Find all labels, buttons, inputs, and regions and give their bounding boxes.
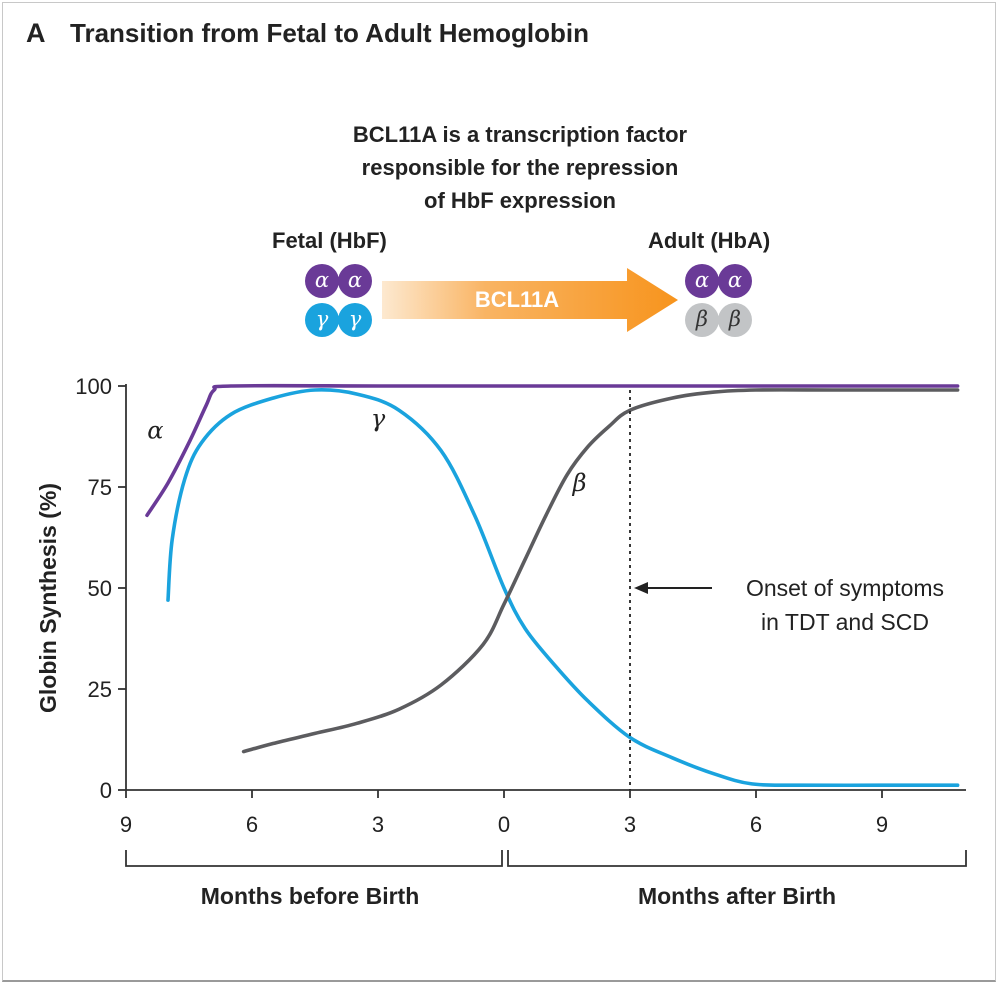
adult-label: Adult (HbA) — [648, 228, 771, 253]
x-tick-label: 3 — [372, 812, 384, 837]
adult-beta-subunit: β — [718, 303, 752, 337]
description-line: responsible for the repression — [361, 155, 679, 180]
months-before-birth-label: Months before Birth — [201, 883, 420, 909]
x-tick-label: 3 — [624, 812, 636, 837]
gamma-globin-line — [166, 388, 960, 788]
x-tick-label: 9 — [120, 812, 132, 837]
beta-globin-line — [241, 388, 960, 754]
y-axis-title: Globin Synthesis (%) — [35, 483, 61, 713]
adult-alpha-subunit: α — [685, 264, 719, 298]
x-tick-label: 6 — [750, 812, 762, 837]
months-after-birth-label: Months after Birth — [638, 883, 836, 909]
fetal-alpha-subunit: α — [338, 264, 372, 298]
description-line: BCL11A is a transcription factor — [352, 122, 688, 147]
beta-series-label: β — [572, 469, 587, 497]
figure-title: Transition from Fetal to Adult Hemoglobi… — [70, 18, 590, 48]
adult-beta-subunit: β — [685, 303, 719, 337]
y-tick-label: 0 — [100, 778, 112, 803]
bcl11a-arrow-label: BCL11A — [474, 287, 560, 312]
y-tick-label: 50 — [88, 576, 112, 601]
x-tick-label: 0 — [498, 812, 510, 837]
y-tick-label: 75 — [88, 475, 112, 500]
x-tick-label: 6 — [246, 812, 258, 837]
alpha-globin-line — [145, 383, 960, 518]
onset-arrow-head — [634, 582, 648, 594]
bcl11a-description: BCL11A is a transcription factor respons… — [250, 118, 790, 217]
fetal-alpha-subunit: α — [305, 264, 339, 298]
fetal-gamma-subunit: γ — [338, 303, 372, 337]
y-tick-label: 100 — [75, 374, 112, 399]
alpha-series-label: α — [147, 417, 163, 445]
bracket-after-birth — [507, 850, 967, 867]
onset-annotation-text: Onset of symptoms — [746, 575, 944, 601]
x-tick-label: 9 — [876, 812, 888, 837]
gamma-series-label: γ — [371, 404, 386, 432]
fetal-gamma-subunit: γ — [305, 303, 339, 337]
fetal-label: Fetal (HbF) — [272, 228, 387, 253]
bcl11a-arrow: BCL11A — [382, 268, 682, 332]
panel-letter: A — [26, 18, 46, 48]
bracket-before-birth — [125, 850, 503, 867]
adult-alpha-subunit: α — [718, 264, 752, 298]
description-line: of HbF expression — [424, 188, 616, 213]
y-tick-label: 25 — [88, 677, 112, 702]
onset-annotation-text: in TDT and SCD — [761, 609, 929, 635]
